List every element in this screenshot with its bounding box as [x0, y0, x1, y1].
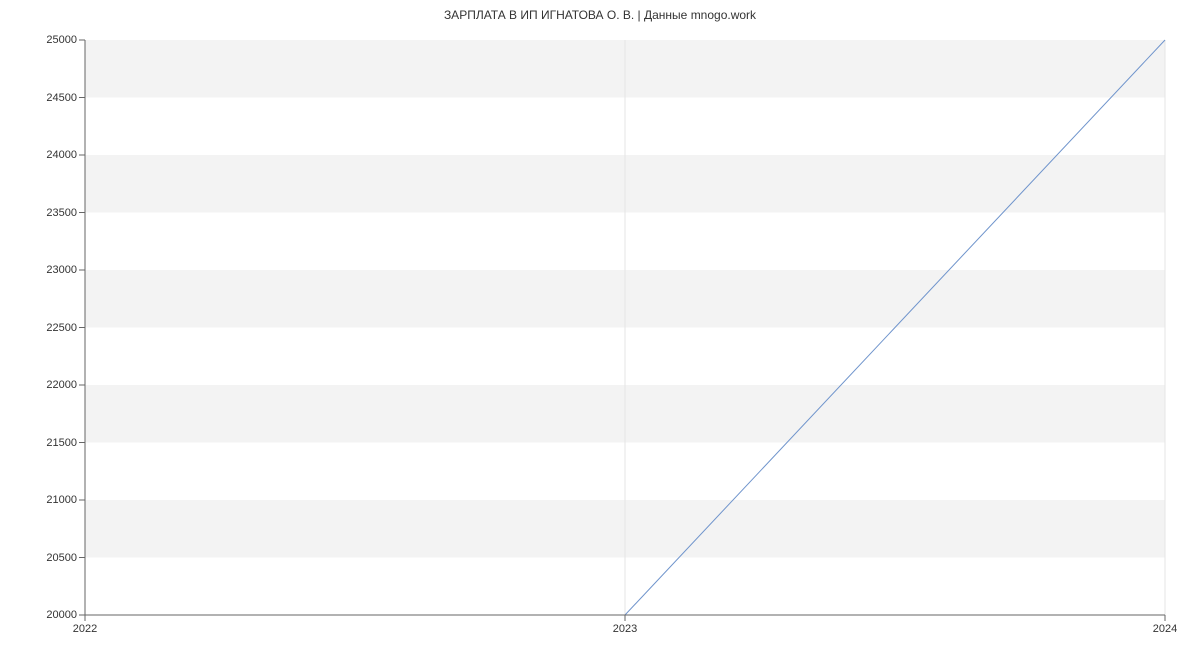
chart-title: ЗАРПЛАТА В ИП ИГНАТОВА О. В. | Данные mn… — [0, 8, 1200, 22]
plot-svg — [85, 40, 1165, 615]
y-tick-label: 20500 — [46, 552, 77, 564]
x-tick-label: 2022 — [73, 623, 97, 635]
y-tick-label: 22500 — [46, 322, 77, 334]
y-tick-label: 25000 — [46, 34, 77, 46]
x-tick-label: 2023 — [613, 623, 637, 635]
plot-area: 2000020500210002150022000225002300023500… — [85, 40, 1165, 615]
y-tick-label: 21000 — [46, 494, 77, 506]
x-tick-label: 2024 — [1153, 623, 1177, 635]
y-tick-label: 23000 — [46, 264, 77, 276]
y-tick-label: 23500 — [46, 207, 77, 219]
salary-chart: ЗАРПЛАТА В ИП ИГНАТОВА О. В. | Данные mn… — [0, 0, 1200, 650]
y-tick-label: 20000 — [46, 609, 77, 621]
y-tick-label: 24000 — [46, 149, 77, 161]
y-tick-label: 22000 — [46, 379, 77, 391]
y-tick-label: 21500 — [46, 437, 77, 449]
y-tick-label: 24500 — [46, 92, 77, 104]
